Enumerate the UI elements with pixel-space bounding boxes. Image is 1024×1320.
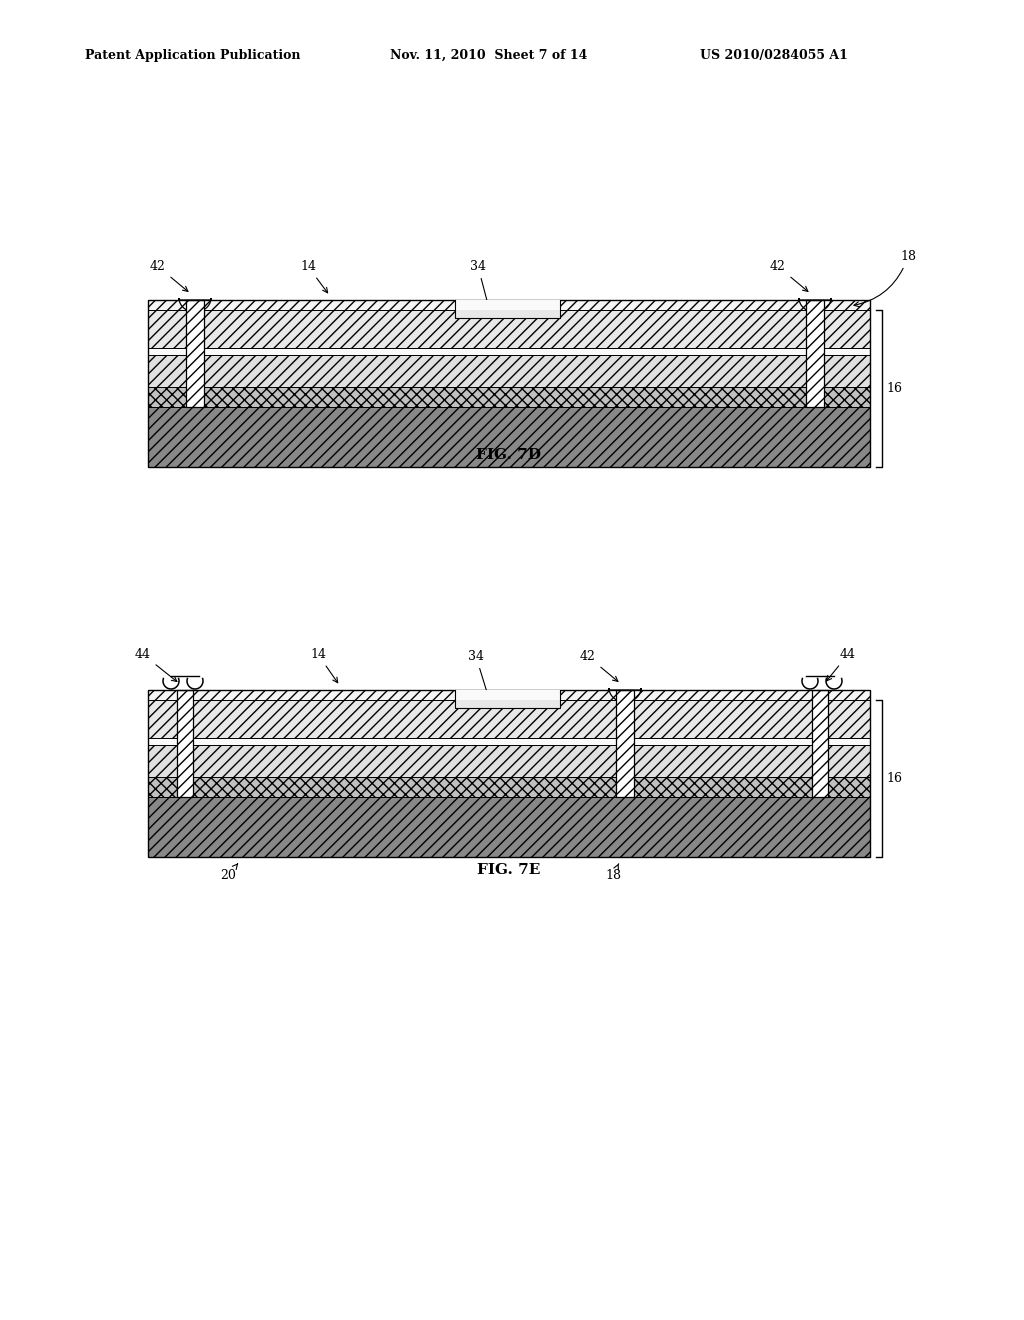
Text: 18: 18 xyxy=(854,249,916,306)
Bar xyxy=(148,690,870,700)
Text: FIG. 7D: FIG. 7D xyxy=(476,447,542,462)
Polygon shape xyxy=(609,688,641,702)
Bar xyxy=(148,797,870,857)
Bar xyxy=(616,690,634,797)
Text: 14: 14 xyxy=(300,260,328,293)
Bar xyxy=(455,300,560,310)
Polygon shape xyxy=(799,298,831,312)
Text: 16: 16 xyxy=(886,772,902,785)
Bar xyxy=(148,300,870,467)
Bar xyxy=(148,738,870,744)
Text: 42: 42 xyxy=(580,649,617,681)
Bar xyxy=(455,700,560,708)
Bar xyxy=(186,300,204,407)
Polygon shape xyxy=(179,298,211,312)
Bar xyxy=(148,690,870,857)
Bar xyxy=(148,700,870,738)
Bar xyxy=(806,300,824,407)
Bar xyxy=(177,690,193,797)
Text: US 2010/0284055 A1: US 2010/0284055 A1 xyxy=(700,49,848,62)
Text: Nov. 11, 2010  Sheet 7 of 14: Nov. 11, 2010 Sheet 7 of 14 xyxy=(390,49,588,62)
Bar xyxy=(148,777,870,797)
Text: 18: 18 xyxy=(605,863,621,882)
Bar xyxy=(148,300,870,310)
Text: 44: 44 xyxy=(826,648,856,681)
Text: 14: 14 xyxy=(310,648,338,682)
Text: 34: 34 xyxy=(468,649,489,698)
Text: 20: 20 xyxy=(220,863,238,882)
Bar xyxy=(455,690,560,700)
Text: FIG. 7E: FIG. 7E xyxy=(477,863,541,876)
Text: 42: 42 xyxy=(770,260,808,292)
Text: 44: 44 xyxy=(135,648,177,681)
Text: 16: 16 xyxy=(886,381,902,395)
Bar xyxy=(812,690,828,797)
Bar xyxy=(148,355,870,387)
Bar xyxy=(148,310,870,348)
Bar xyxy=(148,387,870,407)
Text: Patent Application Publication: Patent Application Publication xyxy=(85,49,300,62)
Bar xyxy=(148,744,870,777)
Text: 42: 42 xyxy=(150,260,188,292)
Bar xyxy=(455,310,560,318)
Text: 34: 34 xyxy=(470,260,490,308)
Bar xyxy=(148,407,870,467)
Bar xyxy=(148,348,870,355)
